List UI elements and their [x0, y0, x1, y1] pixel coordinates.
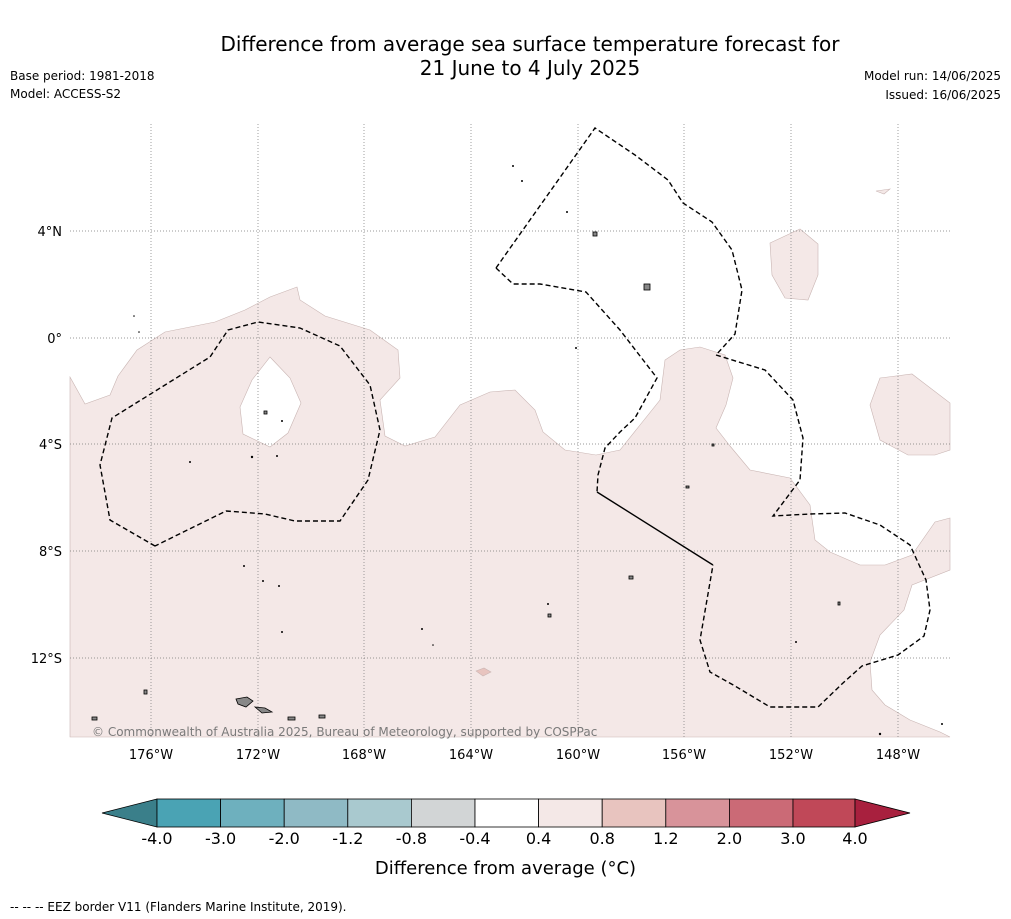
lat-label: 12°S [31, 652, 62, 667]
colorbar-tick: -0.8 [396, 829, 427, 848]
lon-label: 168°W [342, 748, 386, 763]
lat-label: 8°S [39, 545, 62, 560]
colorbar-swatch [283, 798, 349, 828]
colorbar-tick: 0.8 [589, 829, 614, 848]
map-panel [69, 124, 951, 738]
model-run: Model run: 14/06/2025 [863, 69, 1001, 83]
anomaly-blob-e [869, 373, 951, 456]
colorbar-swatch [538, 798, 603, 828]
colorbar-swatch [665, 798, 730, 828]
eez-border-west [99, 321, 381, 547]
colorbar-tick: 2.0 [717, 829, 742, 848]
lon-label: 156°W [662, 748, 706, 763]
colorbar-tick: -3.0 [205, 829, 236, 848]
colorbar-swatch [474, 798, 539, 828]
colorbar-extend-low [101, 798, 158, 828]
copyright-notice: © Commonwealth of Australia 2025, Bureau… [92, 725, 597, 739]
issued-date: Issued: 16/06/2025 [885, 88, 1001, 102]
islands [91, 231, 841, 721]
latitude-labels: 4°N 0° 4°S 8°S 12°S [31, 225, 62, 667]
colorbar-ticks: -4.0 -3.0 -2.0 -1.2 -0.8 -0.4 0.4 0.8 1.… [141, 829, 867, 848]
colorbar-label: Difference from average (°C) [374, 858, 637, 879]
island-samoa-large [235, 696, 254, 708]
base-period: Base period: 1981-2018 [10, 69, 155, 83]
colorbar-extend-high [854, 798, 911, 828]
colorbar-tick: -1.2 [332, 829, 363, 848]
anomaly-hole [239, 356, 302, 448]
lon-label: 172°W [236, 748, 280, 763]
model-name: Model: ACCESS-S2 [10, 87, 122, 101]
tiny-islands [133, 165, 943, 736]
colorbar-swatch [156, 798, 221, 828]
colorbar-tick: 3.0 [780, 829, 805, 848]
lon-label: 148°W [876, 748, 920, 763]
graticule [70, 124, 950, 737]
colorbar-tick: 0.4 [526, 829, 551, 848]
eez-border-solid-segment [596, 491, 714, 566]
colorbar-swatch [601, 798, 667, 828]
colorbar-tick: 4.0 [842, 829, 867, 848]
colorbar-swatch [729, 798, 794, 828]
longitude-labels: 176°W 172°W 168°W 164°W 160°W 156°W 152°… [129, 748, 920, 763]
island-samoa-small [253, 706, 274, 714]
eez-border-east [699, 354, 931, 708]
lat-label: 4°S [39, 438, 62, 453]
lat-label: 4°N [38, 225, 63, 240]
eez-legend-note: -- -- -- EEZ border V11 (Flanders Marine… [10, 900, 347, 914]
lon-label: 160°W [556, 748, 600, 763]
lon-label: 176°W [129, 748, 173, 763]
title-line-1: Difference from average sea surface temp… [220, 32, 840, 56]
title-line-2: 21 June to 4 July 2025 [419, 56, 641, 80]
eez-border-central [495, 267, 658, 493]
eez-borders [99, 127, 931, 708]
lon-label: 164°W [449, 748, 493, 763]
anomaly-speck [475, 667, 492, 677]
colorbar-tick: 1.2 [653, 829, 678, 848]
lat-label: 0° [47, 332, 62, 347]
colorbar-swatch [792, 798, 856, 828]
lon-label: 152°W [769, 748, 813, 763]
colorbar-tick: -2.0 [269, 829, 300, 848]
colorbar-swatch [220, 798, 285, 828]
colorbar-swatch [347, 798, 412, 828]
anomaly-region-main [69, 286, 951, 738]
colorbar [101, 798, 911, 828]
eez-border-north [495, 127, 743, 356]
colorbar-tick: -4.0 [141, 829, 172, 848]
anomaly-sliver-n [875, 188, 892, 195]
colorbar-tick: -0.4 [459, 829, 490, 848]
anomaly-blob-ne [769, 228, 819, 301]
colorbar-swatch [410, 798, 476, 828]
